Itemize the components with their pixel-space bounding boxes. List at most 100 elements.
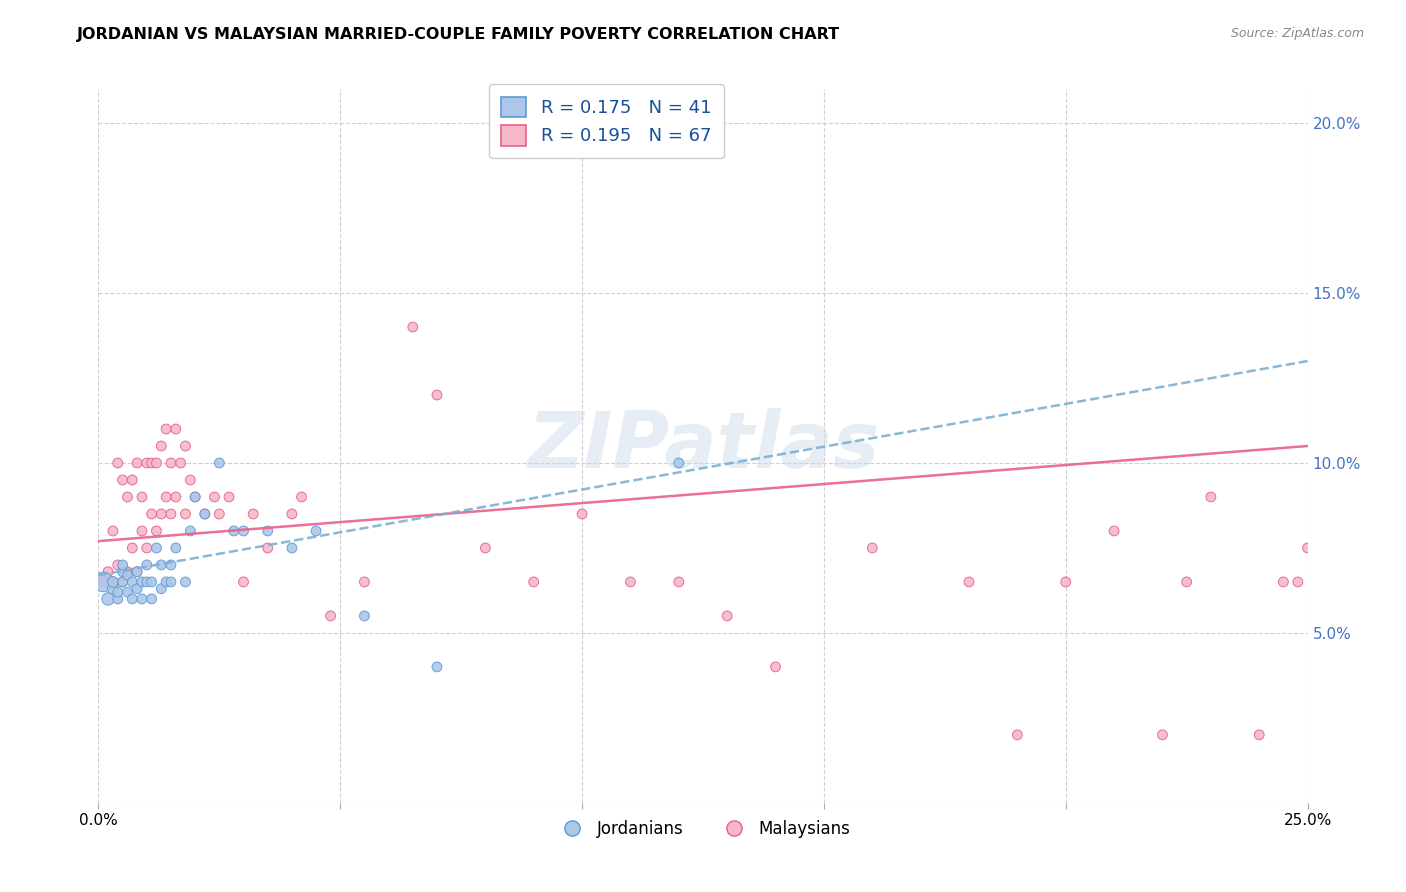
Point xyxy=(353,574,375,589)
Point xyxy=(97,565,120,579)
Point xyxy=(218,490,240,504)
Point xyxy=(1286,574,1309,589)
Point xyxy=(426,660,449,674)
Point xyxy=(111,473,134,487)
Point xyxy=(127,565,149,579)
Point xyxy=(668,456,690,470)
Point xyxy=(194,507,217,521)
Point xyxy=(1054,574,1077,589)
Point xyxy=(117,568,139,582)
Point xyxy=(107,558,129,572)
Point xyxy=(765,660,787,674)
Point xyxy=(571,507,593,521)
Point xyxy=(135,558,157,572)
Point xyxy=(97,591,120,606)
Point xyxy=(101,574,124,589)
Point xyxy=(91,574,114,589)
Point xyxy=(1175,574,1198,589)
Point xyxy=(150,582,173,596)
Point xyxy=(117,490,139,504)
Point xyxy=(131,524,153,538)
Point xyxy=(155,574,177,589)
Point xyxy=(179,473,201,487)
Point xyxy=(107,585,129,599)
Point xyxy=(1199,490,1222,504)
Point xyxy=(305,524,328,538)
Point xyxy=(135,456,157,470)
Text: ZIPatlas: ZIPatlas xyxy=(527,408,879,484)
Point xyxy=(131,490,153,504)
Point xyxy=(402,320,425,334)
Point xyxy=(184,490,207,504)
Point xyxy=(150,507,173,521)
Point xyxy=(155,490,177,504)
Point xyxy=(281,541,304,555)
Point xyxy=(101,582,124,596)
Point xyxy=(957,574,980,589)
Point xyxy=(1007,728,1029,742)
Point xyxy=(174,439,197,453)
Point xyxy=(121,574,143,589)
Point xyxy=(127,456,149,470)
Legend: Jordanians, Malaysians: Jordanians, Malaysians xyxy=(548,814,858,845)
Point xyxy=(256,541,278,555)
Point xyxy=(1296,541,1319,555)
Point xyxy=(111,565,134,579)
Point xyxy=(150,558,173,572)
Point xyxy=(281,507,304,521)
Point xyxy=(165,541,187,555)
Point xyxy=(1102,524,1125,538)
Point xyxy=(319,608,342,623)
Point xyxy=(1249,728,1271,742)
Point xyxy=(155,422,177,436)
Point xyxy=(127,582,149,596)
Point xyxy=(117,565,139,579)
Point xyxy=(131,574,153,589)
Point xyxy=(165,490,187,504)
Point xyxy=(150,439,173,453)
Point xyxy=(111,558,134,572)
Point xyxy=(121,541,143,555)
Text: Source: ZipAtlas.com: Source: ZipAtlas.com xyxy=(1230,27,1364,40)
Point xyxy=(141,456,163,470)
Point xyxy=(111,574,134,589)
Point xyxy=(131,591,153,606)
Point xyxy=(232,524,254,538)
Point xyxy=(208,456,231,470)
Point xyxy=(101,574,124,589)
Point xyxy=(208,507,231,521)
Point xyxy=(860,541,883,555)
Point xyxy=(160,574,183,589)
Point xyxy=(174,507,197,521)
Point xyxy=(165,422,187,436)
Point xyxy=(117,585,139,599)
Point xyxy=(160,456,183,470)
Point xyxy=(101,524,124,538)
Point xyxy=(290,490,312,504)
Text: JORDANIAN VS MALAYSIAN MARRIED-COUPLE FAMILY POVERTY CORRELATION CHART: JORDANIAN VS MALAYSIAN MARRIED-COUPLE FA… xyxy=(77,27,841,42)
Point xyxy=(127,565,149,579)
Point xyxy=(135,541,157,555)
Point xyxy=(353,608,375,623)
Point xyxy=(426,388,449,402)
Point xyxy=(184,490,207,504)
Point xyxy=(716,608,738,623)
Point xyxy=(121,473,143,487)
Point xyxy=(668,574,690,589)
Point xyxy=(107,591,129,606)
Point xyxy=(174,574,197,589)
Point xyxy=(141,591,163,606)
Point xyxy=(145,524,167,538)
Point xyxy=(135,574,157,589)
Point xyxy=(169,456,191,470)
Point xyxy=(204,490,226,504)
Point xyxy=(160,558,183,572)
Point xyxy=(160,507,183,521)
Point xyxy=(474,541,496,555)
Point xyxy=(619,574,641,589)
Point xyxy=(107,456,129,470)
Point xyxy=(145,456,167,470)
Point xyxy=(242,507,264,521)
Point xyxy=(256,524,278,538)
Point xyxy=(145,541,167,555)
